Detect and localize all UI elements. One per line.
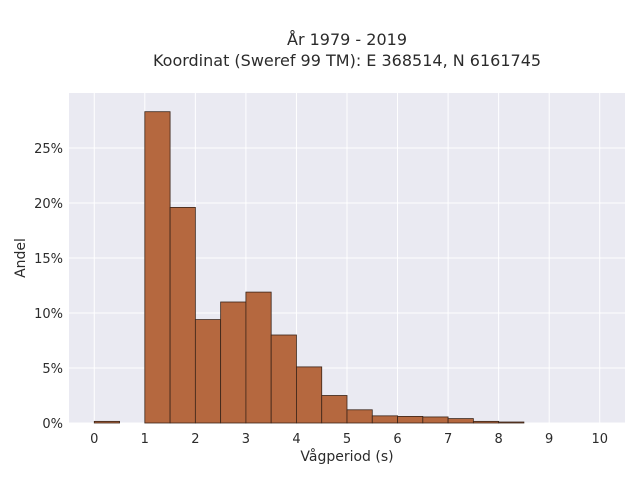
- histogram-bar-6: [245, 291, 272, 424]
- x-tick-label-10: 10: [591, 432, 608, 447]
- histogram-bar-8: [296, 366, 323, 424]
- x-tick-label-3: 3: [242, 432, 250, 447]
- histogram-bar-4: [194, 319, 222, 424]
- chart-title-line1: År 1979 - 2019: [287, 30, 407, 49]
- y-tick-label-5: 25%: [34, 142, 63, 157]
- histogram-bar-7: [270, 334, 297, 424]
- histogram-bars: [93, 111, 525, 424]
- x-tick-label-1: 1: [141, 432, 149, 447]
- histogram-bar-5: [220, 301, 247, 424]
- x-tick-label-8: 8: [494, 432, 502, 447]
- y-axis-label: Andel: [13, 238, 29, 278]
- histogram-bar-2: [144, 111, 171, 424]
- y-tick-label-0: 0%: [42, 417, 63, 432]
- y-axis-ticks: 0% 5% 10% 15% 20% 25%: [34, 142, 63, 432]
- histogram-bar-16: [498, 421, 525, 424]
- y-tick-label-1: 5%: [42, 362, 63, 377]
- histogram-bar-0: [93, 420, 120, 424]
- y-tick-label-4: 20%: [34, 197, 63, 212]
- x-tick-label-4: 4: [292, 432, 300, 447]
- chart-title-line2: Koordinat (Sweref 99 TM): E 368514, N 61…: [153, 51, 541, 70]
- y-tick-label-2: 10%: [34, 307, 63, 322]
- histogram-bar-12: [397, 415, 424, 424]
- x-tick-label-0: 0: [90, 432, 98, 447]
- histogram-bar-9: [321, 395, 348, 424]
- histogram-bar-15: [472, 420, 500, 424]
- x-tick-label-9: 9: [545, 432, 553, 447]
- x-tick-label-7: 7: [444, 432, 452, 447]
- x-axis-ticks: 0 1 2 3 4 5 6 7 8 9 10: [90, 432, 608, 447]
- x-axis-label: Vågperiod (s): [300, 448, 393, 465]
- histogram-bar-10: [346, 409, 373, 424]
- x-tick-label-6: 6: [393, 432, 401, 447]
- x-tick-label-2: 2: [191, 432, 199, 447]
- x-tick-label-5: 5: [343, 432, 351, 447]
- histogram-bar-13: [422, 416, 449, 424]
- histogram-bar-11: [371, 415, 398, 424]
- histogram-bar-3: [169, 206, 196, 424]
- histogram-bar-14: [447, 418, 474, 424]
- y-tick-label-3: 15%: [34, 252, 63, 267]
